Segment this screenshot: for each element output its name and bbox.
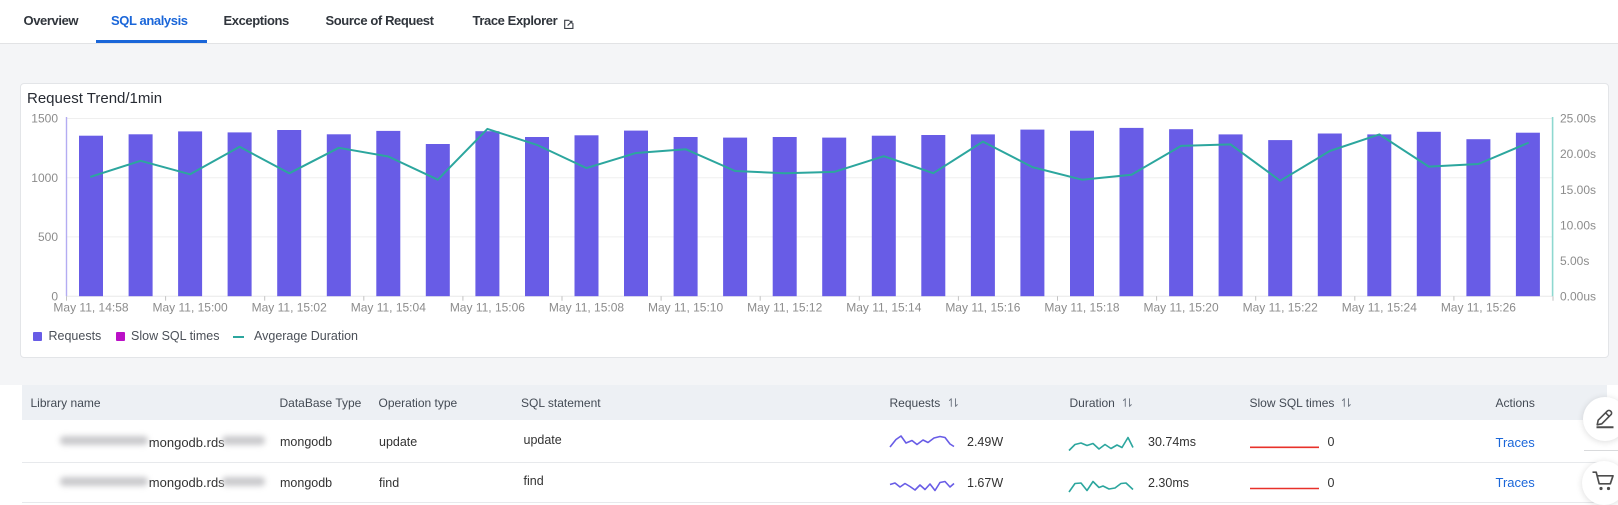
svg-text:May 11, 15:20: May 11, 15:20 bbox=[1144, 301, 1219, 315]
svg-text:May 11, 15:14: May 11, 15:14 bbox=[846, 301, 921, 315]
svg-text:May 11, 15:26: May 11, 15:26 bbox=[1441, 301, 1516, 315]
svg-text:0: 0 bbox=[51, 289, 58, 303]
svg-text:1000: 1000 bbox=[31, 171, 58, 185]
svg-text:1500: 1500 bbox=[31, 112, 58, 126]
svg-text:May 11, 15:06: May 11, 15:06 bbox=[450, 301, 525, 315]
svg-text:500: 500 bbox=[38, 230, 58, 244]
svg-text:0.00us: 0.00us bbox=[1560, 289, 1596, 303]
svg-text:May 11, 15:12: May 11, 15:12 bbox=[747, 301, 822, 315]
svg-text:25.00s: 25.00s bbox=[1560, 112, 1596, 126]
svg-text:May 11, 15:16: May 11, 15:16 bbox=[945, 301, 1020, 315]
svg-text:20.00s: 20.00s bbox=[1560, 147, 1596, 161]
svg-text:15.00s: 15.00s bbox=[1560, 183, 1596, 197]
svg-text:May 11, 15:22: May 11, 15:22 bbox=[1243, 301, 1318, 315]
svg-text:5.00s: 5.00s bbox=[1560, 254, 1589, 268]
svg-text:May 11, 14:58: May 11, 14:58 bbox=[53, 301, 128, 315]
svg-text:May 11, 15:00: May 11, 15:00 bbox=[153, 301, 228, 315]
svg-text:May 11, 15:08: May 11, 15:08 bbox=[549, 301, 624, 315]
svg-text:May 11, 15:04: May 11, 15:04 bbox=[351, 301, 426, 315]
svg-text:May 11, 15:10: May 11, 15:10 bbox=[648, 301, 723, 315]
svg-text:10.00s: 10.00s bbox=[1560, 218, 1596, 232]
svg-text:May 11, 15:02: May 11, 15:02 bbox=[252, 301, 327, 315]
svg-text:May 11, 15:24: May 11, 15:24 bbox=[1342, 301, 1417, 315]
svg-text:May 11, 15:18: May 11, 15:18 bbox=[1044, 301, 1119, 315]
